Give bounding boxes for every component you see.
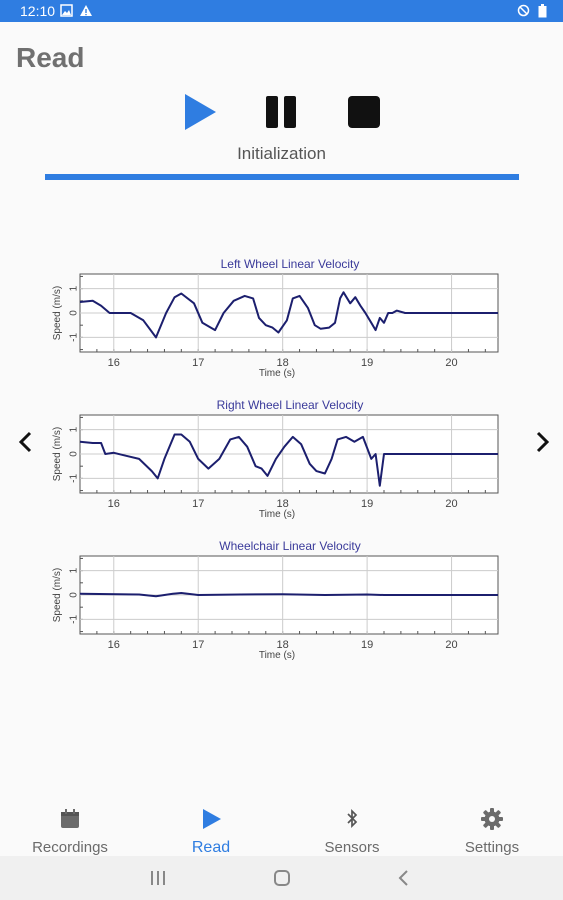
x-tick-label: 19 [361, 639, 373, 651]
y-tick-label: 1 [69, 426, 80, 432]
x-tick-label: 20 [445, 357, 457, 369]
bluetooth-icon [347, 808, 358, 829]
chevron-right-icon [536, 431, 550, 453]
back-button[interactable] [392, 868, 416, 888]
recent-apps-icon [151, 871, 165, 885]
stop-icon [348, 96, 380, 128]
x-tick-label: 20 [445, 498, 457, 510]
play-button[interactable] [180, 92, 220, 132]
x-tick-label: 16 [108, 498, 120, 510]
x-tick-label: 18 [277, 498, 289, 510]
x-tick-label: 17 [192, 498, 204, 510]
chart-left-wheel-plot: 16 17 18 19 20 -1 0 1 Time (s) Speed (m/s) [52, 273, 499, 379]
home-icon [274, 870, 290, 886]
calendar-icon [61, 809, 79, 828]
back-icon [398, 870, 408, 886]
warning-notification-icon [80, 5, 92, 16]
tab-recordings[interactable]: Recordings [10, 808, 130, 856]
y-tick-label: 0 [69, 451, 80, 457]
playback-status: Initialization [237, 144, 326, 163]
chart-right-wheel: Right Wheel Linear Velocity 16 17 18 19 20 -1… [50, 397, 510, 527]
notification-icons [60, 4, 93, 17]
next-chart-button[interactable] [530, 430, 554, 454]
gear-icon [481, 808, 503, 830]
system-navigation-bar [0, 856, 563, 900]
x-tick-label: 18 [277, 357, 289, 369]
tab-read[interactable]: Read [151, 808, 271, 856]
x-tick-label: 16 [108, 639, 120, 651]
chart-right-wheel-plot: 16 17 18 19 20 -1 0 1 Time (s) Speed (m/s) [52, 414, 499, 520]
x-axis-label: Time (s) [259, 368, 295, 379]
home-button[interactable] [270, 868, 294, 888]
chart-wheelchair-plot: 16 17 18 19 20 -1 0 1 Time (s) Speed (m/s) [52, 555, 499, 661]
do-not-disturb-icon [517, 4, 530, 17]
recent-apps-button[interactable] [146, 868, 170, 888]
chart-wheelchair: Wheelchair Linear Velocity 16 17 18 19 20 -1 0… [50, 538, 510, 668]
pause-button[interactable] [262, 92, 302, 132]
stop-button[interactable] [344, 92, 384, 132]
battery-icon [538, 4, 547, 18]
y-tick-label: 1 [69, 567, 80, 573]
progress-bar [45, 174, 519, 180]
tab-settings[interactable]: Settings [432, 808, 552, 856]
velocity-series-line [79, 433, 498, 487]
status-bar: 12:10 [0, 0, 563, 22]
x-tick-label: 19 [361, 357, 373, 369]
x-tick-label: 18 [277, 639, 289, 651]
x-tick-label: 20 [445, 639, 457, 651]
y-axis-label: Speed (m/s) [52, 286, 63, 340]
pause-icon [266, 96, 296, 128]
tab-label: Read [191, 839, 231, 856]
x-axis-label: Time (s) [259, 650, 295, 661]
y-tick-label: 1 [69, 285, 80, 291]
velocity-series-line [79, 291, 498, 339]
system-status-icons [517, 4, 547, 18]
y-tick-label: 0 [69, 310, 80, 316]
chart-title: Left Wheel Linear Velocity [220, 257, 360, 271]
x-tick-label: 17 [192, 357, 204, 369]
previous-chart-button[interactable] [14, 430, 38, 454]
tab-label: Settings [464, 839, 520, 856]
bottom-navigation: Recordings Read Sensors Settings [0, 800, 563, 856]
image-notification-icon [60, 4, 73, 17]
play-icon [185, 94, 216, 130]
chart-left-wheel: Left Wheel Linear Velocity 16 17 18 19 20 -1 0… [50, 256, 510, 386]
tab-label: Sensors [324, 839, 380, 856]
velocity-series-line [79, 592, 498, 598]
chart-title: Right Wheel Linear Velocity [216, 398, 364, 412]
y-axis-label: Speed (m/s) [52, 568, 63, 622]
tab-sensors[interactable]: Sensors [292, 808, 412, 856]
y-tick-label: -1 [69, 614, 80, 623]
x-tick-label: 16 [108, 357, 120, 369]
y-tick-label: -1 [69, 332, 80, 341]
x-axis-label: Time (s) [259, 509, 295, 520]
x-tick-label: 19 [361, 498, 373, 510]
chart-title: Wheelchair Linear Velocity [219, 539, 361, 553]
x-tick-label: 17 [192, 639, 204, 651]
tab-label: Recordings [32, 839, 108, 856]
chevron-left-icon [18, 431, 32, 453]
y-tick-label: 0 [69, 592, 80, 598]
status-time: 12:10 [20, 3, 56, 19]
y-tick-label: -1 [69, 473, 80, 482]
progress-fill [45, 174, 519, 180]
y-axis-label: Speed (m/s) [52, 427, 63, 481]
page-title: Read [16, 42, 85, 73]
play-icon [203, 809, 221, 829]
